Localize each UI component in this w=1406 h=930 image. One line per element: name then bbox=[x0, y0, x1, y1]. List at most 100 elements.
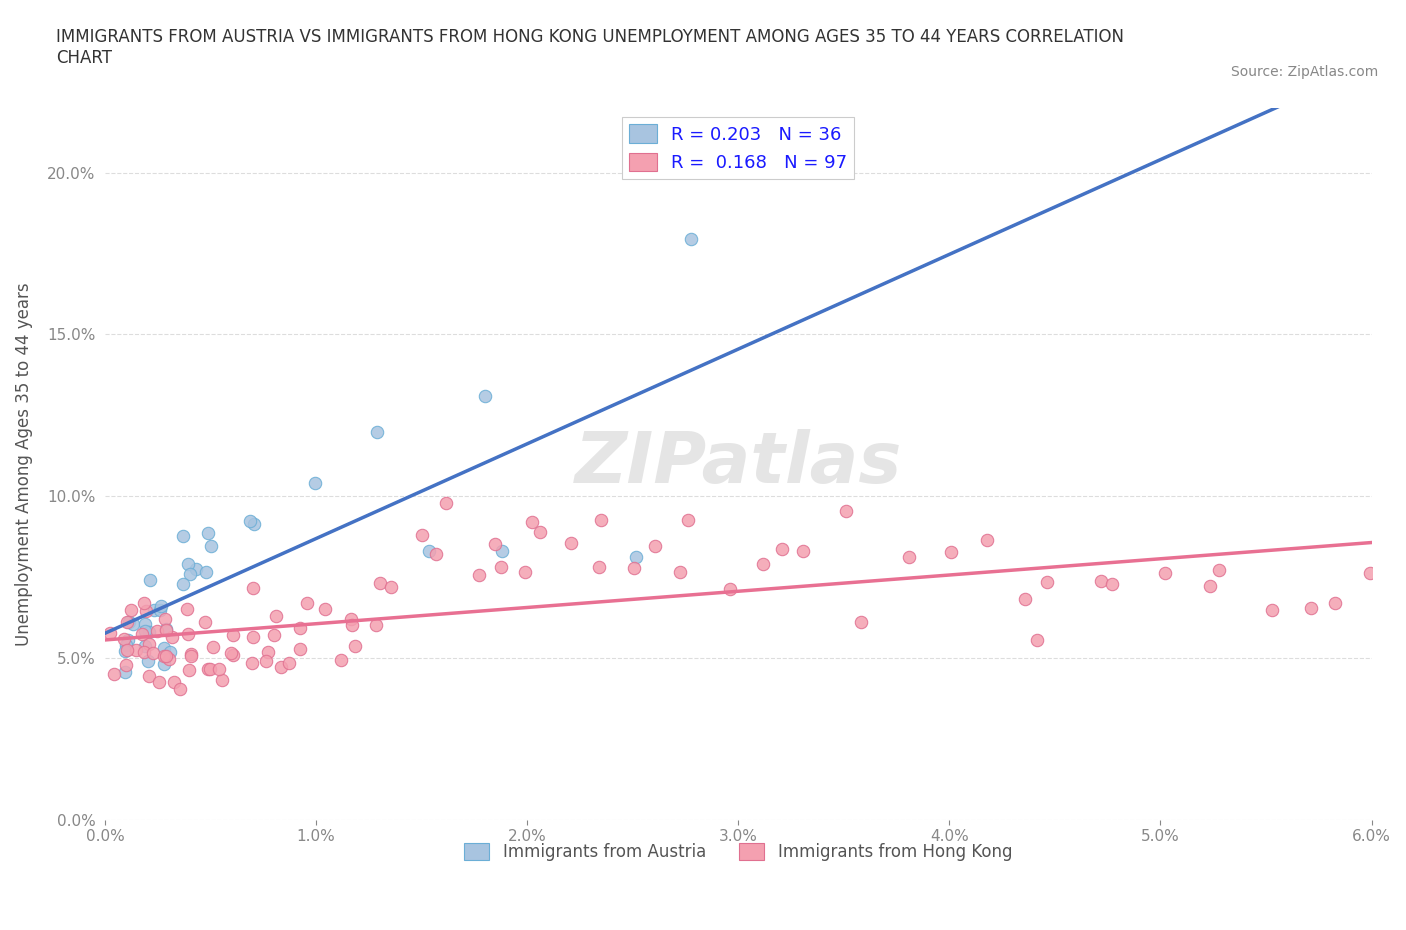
Point bbox=[103, 667, 125, 682]
Point bbox=[329, 652, 352, 667]
Point bbox=[368, 575, 391, 590]
Point bbox=[295, 595, 318, 610]
Point bbox=[1208, 563, 1230, 578]
Point bbox=[115, 658, 138, 672]
Point bbox=[770, 542, 793, 557]
Point bbox=[1090, 574, 1112, 589]
Point bbox=[211, 672, 233, 687]
Point bbox=[256, 654, 278, 669]
Point bbox=[380, 580, 402, 595]
Point bbox=[264, 609, 287, 624]
Point bbox=[194, 565, 217, 579]
Point bbox=[588, 560, 610, 575]
Point bbox=[153, 611, 176, 626]
Point bbox=[1014, 591, 1036, 606]
Point bbox=[849, 614, 872, 629]
Point bbox=[153, 649, 176, 664]
Text: Source: ZipAtlas.com: Source: ZipAtlas.com bbox=[1230, 65, 1378, 79]
Point bbox=[139, 573, 162, 588]
Point bbox=[1299, 601, 1322, 616]
Point bbox=[148, 674, 170, 689]
Point bbox=[208, 661, 231, 676]
Point bbox=[366, 618, 388, 632]
Point bbox=[425, 547, 447, 562]
Point bbox=[1199, 578, 1222, 593]
Point bbox=[98, 626, 121, 641]
Point bbox=[157, 651, 180, 666]
Point bbox=[239, 513, 262, 528]
Point bbox=[180, 646, 202, 661]
Point bbox=[132, 644, 155, 659]
Point bbox=[491, 543, 513, 558]
Point bbox=[114, 644, 136, 658]
Point bbox=[115, 643, 138, 658]
Text: IMMIGRANTS FROM AUSTRIA VS IMMIGRANTS FROM HONG KONG UNEMPLOYMENT AMONG AGES 35 : IMMIGRANTS FROM AUSTRIA VS IMMIGRANTS FR… bbox=[56, 28, 1125, 67]
Point bbox=[1323, 595, 1346, 610]
Point bbox=[135, 604, 157, 618]
Point bbox=[679, 232, 702, 246]
Point bbox=[288, 620, 311, 635]
Point bbox=[134, 617, 156, 631]
Point bbox=[314, 601, 336, 616]
Point bbox=[513, 565, 536, 579]
Point bbox=[474, 388, 496, 403]
Point bbox=[718, 581, 741, 596]
Point bbox=[792, 543, 814, 558]
Point bbox=[242, 580, 264, 595]
Point bbox=[676, 512, 699, 527]
Point bbox=[434, 496, 457, 511]
Point bbox=[591, 512, 613, 527]
Point bbox=[121, 617, 143, 631]
Point bbox=[222, 627, 245, 642]
Point bbox=[304, 475, 326, 490]
Point bbox=[142, 603, 165, 618]
Point bbox=[200, 539, 222, 554]
Point bbox=[138, 637, 160, 652]
Point bbox=[835, 504, 858, 519]
Point bbox=[176, 602, 198, 617]
Point bbox=[138, 669, 160, 684]
Point bbox=[134, 624, 156, 639]
Point bbox=[560, 536, 582, 551]
Point bbox=[114, 637, 136, 652]
Point bbox=[149, 603, 172, 618]
Point bbox=[340, 611, 363, 626]
Point bbox=[484, 537, 506, 551]
Point bbox=[270, 659, 292, 674]
Point bbox=[623, 561, 645, 576]
Point bbox=[522, 515, 544, 530]
Point bbox=[153, 657, 176, 671]
Point bbox=[142, 645, 165, 660]
Point bbox=[155, 622, 177, 637]
Point bbox=[1036, 574, 1059, 589]
Point bbox=[751, 557, 773, 572]
Point bbox=[624, 550, 647, 565]
Point bbox=[243, 516, 266, 531]
Point bbox=[288, 642, 311, 657]
Point bbox=[343, 639, 366, 654]
Point bbox=[172, 528, 194, 543]
Point bbox=[644, 538, 666, 553]
Point bbox=[411, 528, 433, 543]
Point bbox=[1358, 565, 1381, 580]
Point bbox=[169, 682, 191, 697]
Point bbox=[1372, 604, 1395, 619]
Point bbox=[340, 618, 363, 632]
Point bbox=[194, 615, 217, 630]
Point bbox=[112, 631, 135, 646]
Point bbox=[180, 649, 202, 664]
Point bbox=[897, 550, 920, 565]
Point bbox=[172, 577, 194, 591]
Point bbox=[1261, 603, 1284, 618]
Point bbox=[138, 625, 160, 640]
Point bbox=[163, 675, 186, 690]
Point bbox=[198, 661, 221, 676]
Point bbox=[242, 630, 264, 644]
Point bbox=[976, 533, 998, 548]
Point bbox=[366, 425, 388, 440]
Point bbox=[159, 644, 181, 659]
Point bbox=[197, 661, 219, 676]
Legend: Immigrants from Austria, Immigrants from Hong Kong: Immigrants from Austria, Immigrants from… bbox=[458, 837, 1019, 868]
Point bbox=[117, 632, 139, 647]
Point bbox=[177, 556, 200, 571]
